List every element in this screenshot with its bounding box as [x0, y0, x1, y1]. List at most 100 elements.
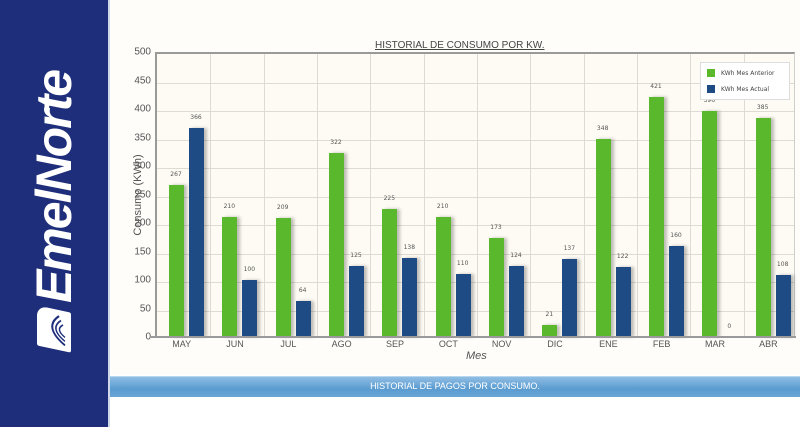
grid-line — [157, 139, 794, 141]
legend-swatch-green-icon — [707, 69, 715, 77]
legend-label: KWh Mes Anterior — [721, 69, 775, 77]
bar-anterior-dic[interactable] — [542, 325, 558, 337]
data-label: 396 — [703, 97, 716, 105]
bar-actual-sep[interactable] — [402, 258, 418, 337]
x-axis-line — [150, 336, 796, 338]
bar-actual-oct[interactable] — [455, 274, 471, 337]
sidebar: EmelNorte — [0, 0, 108, 427]
data-label: 210 — [436, 203, 449, 211]
data-label: 210 — [223, 203, 236, 211]
bar-actual-ene[interactable] — [615, 267, 631, 337]
grid-line — [157, 282, 794, 283]
grid-line — [583, 54, 585, 337]
data-label: 125 — [350, 251, 362, 259]
bar-anterior-jul[interactable] — [275, 217, 291, 337]
data-label: 160 — [670, 231, 682, 239]
bar-actual-jul[interactable] — [295, 300, 311, 337]
y-tick-label: 150 — [134, 246, 151, 257]
grid-line — [477, 54, 478, 337]
bar-actual-ago[interactable] — [349, 265, 364, 337]
chart-title: HISTORIAL DE CONSUMO POR KW. — [375, 40, 545, 51]
grid-line — [157, 225, 794, 226]
grid-line — [637, 54, 638, 337]
bar-actual-nov[interactable] — [509, 266, 524, 337]
data-label: 421 — [650, 83, 662, 91]
data-label: 108 — [776, 261, 789, 269]
bar-anterior-sep[interactable] — [382, 208, 398, 337]
data-label: 385 — [756, 103, 769, 111]
x-tick-label: DIC — [547, 339, 563, 349]
legend-item-anterior[interactable]: KWh Mes Anterior — [707, 69, 775, 77]
bar-anterior-nov[interactable] — [489, 238, 504, 337]
grid-line — [210, 54, 212, 337]
data-label: 173 — [490, 224, 502, 232]
data-label: 366 — [190, 114, 202, 122]
plot-area: 267 366 210 100 209 64 322 125 225 138 210 110 173 12… — [155, 52, 795, 337]
x-tick-label: JUL — [280, 339, 297, 349]
y-tick-label: 400 — [134, 103, 151, 115]
data-label: 122 — [616, 253, 629, 261]
bar-anterior-may[interactable] — [169, 184, 184, 337]
y-tick-label: 50 — [139, 303, 151, 314]
data-label: 348 — [596, 124, 609, 132]
y-tick-label: 500 — [134, 46, 151, 58]
y-tick-label: 450 — [134, 75, 151, 86]
x-tick-label: JUN — [226, 339, 244, 349]
bar-actual-jun[interactable] — [242, 280, 258, 337]
section-title: HISTORIAL DE PAGOS POR CONSUMO. — [370, 381, 540, 391]
grid-line — [370, 54, 372, 337]
legend-label: KWh Mes Actual — [721, 85, 770, 93]
bar-actual-abr[interactable] — [775, 275, 791, 337]
y-tick-label: 100 — [134, 274, 151, 286]
data-label: 138 — [403, 244, 416, 252]
legend-swatch-blue-icon — [707, 85, 715, 93]
bar-anterior-ene[interactable] — [595, 138, 611, 337]
logo-text: EmelNorte — [26, 70, 82, 304]
logo-mark-icon — [37, 305, 71, 353]
emelnorte-logo[interactable]: EmelNorte — [25, 70, 83, 353]
bar-anterior-oct[interactable] — [435, 217, 451, 337]
data-label: 124 — [510, 252, 522, 260]
x-tick-label: MAY — [172, 339, 192, 349]
x-tick-label: MAR — [705, 339, 725, 349]
data-label: 322 — [330, 139, 342, 147]
x-tick-label: NOV — [491, 339, 512, 349]
y-tick-label: 0 — [145, 331, 151, 343]
grid-line — [690, 54, 692, 337]
x-tick-label: OCT — [438, 339, 458, 349]
bar-anterior-ago[interactable] — [329, 153, 344, 337]
data-label: 100 — [243, 266, 256, 273]
bar-actual-may[interactable] — [189, 128, 204, 337]
data-label: 225 — [383, 194, 396, 202]
y-tick-label: 200 — [134, 217, 151, 229]
y-tick-label: 250 — [134, 189, 151, 200]
bar-actual-dic[interactable] — [562, 258, 578, 337]
y-tick-label: 300 — [134, 160, 151, 172]
grid-line — [157, 253, 794, 255]
chart-legend: KWh Mes Anterior KWh Mes Actual — [700, 62, 790, 100]
sidebar-divider — [108, 0, 110, 427]
grid-line — [157, 82, 794, 84]
data-label: 209 — [276, 203, 289, 211]
y-tick-label: 350 — [134, 132, 151, 143]
legend-item-actual[interactable]: KWh Mes Actual — [707, 85, 769, 93]
x-tick-label: ABR — [759, 339, 778, 349]
section-header-pagos[interactable]: HISTORIAL DE PAGOS POR CONSUMO. — [110, 376, 800, 397]
grid-line — [530, 54, 532, 337]
data-label: 0 — [727, 323, 732, 330]
bar-anterior-abr[interactable] — [755, 117, 771, 337]
x-axis-label: Mes — [466, 350, 487, 362]
grid-line — [157, 196, 794, 198]
data-label: 64 — [298, 286, 307, 294]
grid-line — [157, 310, 794, 312]
bar-anterior-feb[interactable] — [649, 97, 664, 337]
bar-actual-feb[interactable] — [669, 245, 684, 337]
x-tick-label: AGO — [331, 339, 352, 349]
data-label: 110 — [456, 260, 469, 268]
grid-line — [157, 111, 794, 112]
grid-line — [423, 54, 425, 337]
grid-line — [743, 54, 745, 337]
bar-anterior-jun[interactable] — [222, 217, 238, 337]
bar-anterior-mar[interactable] — [702, 111, 718, 337]
data-label: 267 — [170, 170, 182, 178]
